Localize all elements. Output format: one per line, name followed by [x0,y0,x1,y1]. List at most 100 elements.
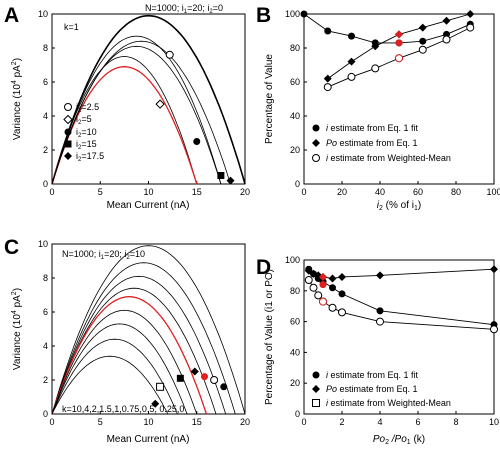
x-tick-label: 20 [240,417,250,427]
open-circle-marker [347,72,356,81]
series-line [308,279,495,330]
filled-square-marker [176,374,184,382]
y-tick-label: 80 [290,43,300,53]
filled-diamond-marker [190,367,199,376]
filled-diamond-marker [418,23,427,32]
legend-b-item-0: i estimate from Eq. 1 fit [312,123,419,133]
filled-circle-marker [64,128,72,136]
x-tick-label: 4 [377,417,382,427]
ylabel-a: Variance (104 pA2) [11,58,23,140]
filled-diamond-marker [466,10,475,18]
annotation-a: N=1000; i1=20; i2=0 [145,3,223,15]
filled-diamond-marker [442,16,451,25]
legend-a-item-1: i2=5 [63,114,92,126]
open-circle-marker [418,45,427,54]
xlabel-a: Mean Current (nA) [107,200,190,211]
filled-circle-marker [220,383,228,391]
k-label-a: k=1 [64,22,79,32]
filled-circle-marker [338,290,346,298]
legend-d-label-1: Po estimate from Eq. 1 [326,384,418,394]
filled-circle-marker [329,284,336,292]
open-square-marker [312,399,320,407]
legend-b-label-2: i estimate from Weighted-Mean [326,153,451,163]
legend-b-item-2: i estimate from Weighted-Mean [312,153,451,163]
legend-a-label-2: i2=10 [76,127,97,139]
filled-circle-marker [376,307,384,315]
filled-diamond-marker [64,152,72,160]
y-tick-label: 6 [43,77,48,87]
y-tick-label: 0 [43,409,48,419]
variance-curve [51,35,222,185]
legend-a: i2=2.5 i2=5 i2=10 i2=15 i2=17.5 [63,102,104,163]
filled-circle-marker [200,373,208,381]
variance-curve [51,296,208,415]
y-tick-label: 20 [290,378,300,388]
y-tick-label: 2 [43,145,48,155]
filled-diamond-marker [376,271,384,280]
x-tick-label: 0 [301,187,306,197]
variance-curve [51,287,217,415]
legend-a-label-1: i2=5 [76,114,92,126]
open-diamond-marker [155,99,165,109]
legend-a-item-3: i2=15 [64,139,97,151]
y-tick-label: 10 [38,9,48,19]
x-tick-label: 20 [240,187,250,197]
panel-label-d: D [256,256,271,279]
filled-circle-marker [193,138,201,145]
x-tick-label: 15 [192,417,202,427]
legend-d-label-2: i estimate from Weighted-Mean [326,398,451,408]
filled-circle-marker [348,32,355,40]
x-tick-label: 0 [301,417,306,427]
variance-curve [51,40,231,185]
open-circle-marker [466,23,475,32]
filled-square-marker [217,172,225,179]
x-tick-label: 0 [49,417,54,427]
series-line [308,268,495,279]
legend-d-item-1: Po estimate from Eq. 1 [312,384,418,394]
y-tick-label: 10 [38,239,48,249]
xlabel-d: Po2 /Po1 (k) [373,434,425,446]
ylabel-d: Percentage of Value (i1 or PO) [264,269,275,405]
filled-circle-marker [319,281,327,289]
open-circle-marker [442,35,451,44]
legend-a-label-4: i2=17.5 [76,151,104,163]
filled-circle-marker [312,371,320,379]
filled-diamond-marker [312,139,320,147]
y-tick-label: 0 [295,409,300,419]
legend-b-item-1: Po estimate from Eq. 1 [312,138,418,148]
filled-circle-marker [324,27,332,35]
legend-b-label-1: Po estimate from Eq. 1 [326,138,418,148]
filled-diamond-marker [371,42,380,51]
variance-curve [51,14,246,185]
ylabel-b: Percentage of Value [264,54,275,144]
y-tick-label: 8 [43,273,48,283]
filled-circle-marker [419,37,427,45]
filled-diamond-marker [312,385,320,393]
open-circle-marker [64,103,72,111]
plot-frame [303,259,495,415]
filled-diamond-marker [151,399,160,408]
open-circle-marker [165,50,174,59]
y-tick-label: 40 [290,111,300,121]
y-tick-label: 8 [43,43,48,53]
open-circle-marker [309,283,318,292]
panel-label-b: B [256,4,271,27]
legend-a-item-4: i2=17.5 [64,151,104,163]
open-circle-marker [376,317,384,326]
y-tick-label: 0 [295,179,300,189]
variance-curve [51,66,198,185]
x-tick-label: 5 [98,187,103,197]
filled-diamond-marker [226,176,235,185]
variance-curve [51,275,227,415]
variance-curve [51,338,178,415]
y-tick-label: 4 [43,111,48,121]
x-tick-label: 80 [451,187,461,197]
variance-curve [51,323,188,415]
filled-circle-marker [395,39,403,47]
x-tick-label: 40 [375,187,385,197]
x-tick-label: 5 [98,417,103,427]
y-tick-label: 4 [43,341,48,351]
